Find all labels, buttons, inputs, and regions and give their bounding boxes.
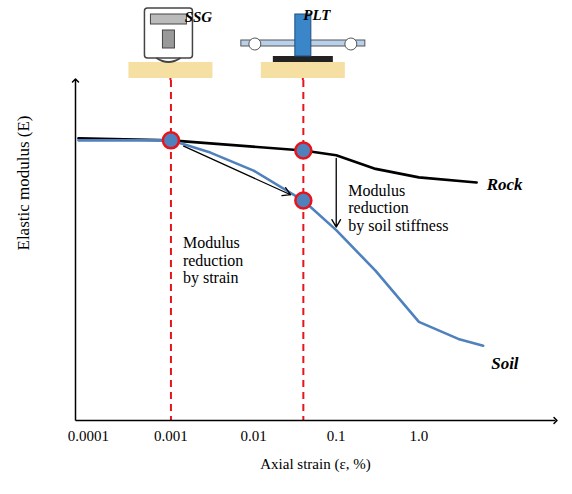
svg-text:Soil: Soil [491,354,519,373]
svg-text:Elastic modulus (E): Elastic modulus (E) [14,115,33,250]
svg-text:0.1: 0.1 [327,428,346,444]
svg-text:Axial strain (ε, %): Axial strain (ε, %) [260,456,370,473]
svg-text:Modulusreductionby strain: Modulusreductionby strain [183,234,243,287]
svg-text:Rock: Rock [486,175,523,194]
svg-text:PLT: PLT [303,7,331,23]
svg-text:1.0: 1.0 [409,428,428,444]
svg-text:0.01: 0.01 [240,428,266,444]
svg-text:SSG: SSG [185,9,213,25]
svg-text:0.0001: 0.0001 [68,428,109,444]
svg-text:0.001: 0.001 [154,428,188,444]
svg-text:Modulusreductionby soil stiffn: Modulusreductionby soil stiffness [348,182,448,235]
